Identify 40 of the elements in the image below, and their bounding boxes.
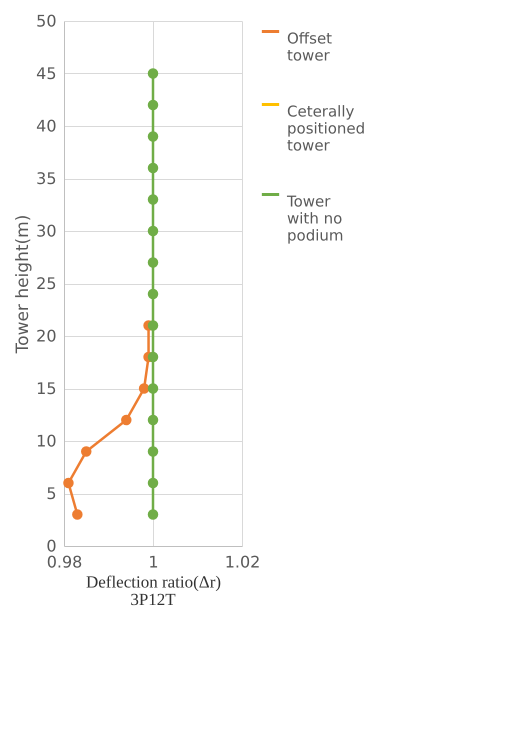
y-tick-label: 45 <box>36 64 56 83</box>
text: 3P12T <box>130 590 176 609</box>
x-tick-label: 1.02 <box>224 552 260 572</box>
point <box>81 446 92 457</box>
x-tick-label: 1 <box>148 552 159 572</box>
point <box>148 383 158 394</box>
point <box>148 194 158 205</box>
point <box>148 288 158 300</box>
legend-label: Offset tower <box>287 30 332 64</box>
y-tick-label: 15 <box>36 379 56 398</box>
point <box>148 414 158 426</box>
point <box>148 100 158 110</box>
y-tick-label: 50 <box>36 12 56 30</box>
y-tick-label: 10 <box>36 432 56 450</box>
point <box>148 352 158 362</box>
y-tick-label: 25 <box>36 274 56 293</box>
point <box>72 509 83 520</box>
point <box>63 478 74 488</box>
point <box>148 478 158 488</box>
y-tick-label: 0 <box>46 536 56 556</box>
point <box>148 162 158 174</box>
legend-label: Ceterally positioned tower <box>287 102 366 154</box>
x-axis-title: Deflection ratio(Δr) <box>86 572 222 592</box>
y-tick-label: 30 <box>36 222 56 240</box>
point <box>148 509 158 520</box>
legend-label: Tower with no podium <box>286 192 344 244</box>
y-tick-label: 5 <box>46 484 56 503</box>
point <box>148 68 158 79</box>
x-tick-label: 0.98 <box>46 552 82 572</box>
y-tick-label: 20 <box>36 326 56 346</box>
point <box>148 446 158 457</box>
y-tick-label: 35 <box>36 169 56 188</box>
point <box>138 383 150 394</box>
point <box>148 320 158 331</box>
point <box>148 257 158 268</box>
y-tick-label: 40 <box>36 116 56 136</box>
point <box>148 226 158 236</box>
point <box>148 131 158 142</box>
point <box>121 414 132 426</box>
y-axis-title: Tower height(m) <box>13 214 34 354</box>
